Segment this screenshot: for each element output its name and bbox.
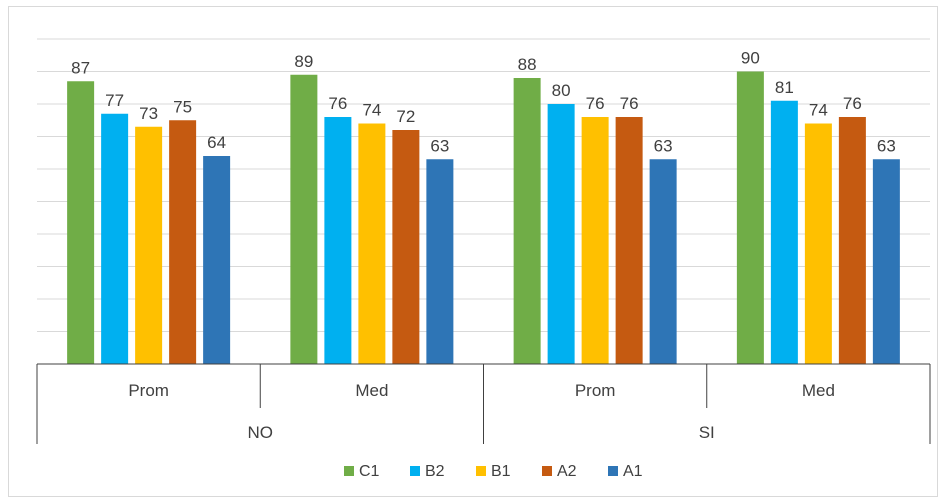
data-label-b2-4: 81 — [775, 78, 794, 97]
bar-a2-3 — [615, 117, 643, 364]
legend-label-b1: B1 — [491, 463, 511, 480]
data-label-a2-1: 75 — [173, 97, 192, 116]
group-label-no: NO — [248, 423, 274, 442]
bar-b2-4 — [770, 100, 798, 364]
legend-swatch-b2 — [410, 466, 420, 476]
data-label-b1-1: 73 — [139, 104, 158, 123]
bar-c1-2 — [290, 74, 318, 364]
bar-a1-3 — [649, 159, 677, 364]
data-label-a1-4: 63 — [877, 136, 896, 155]
group-label-si: SI — [699, 423, 715, 442]
category-label-4: Med — [802, 381, 835, 400]
bar-a1-1 — [203, 156, 231, 364]
data-label-c1-1: 87 — [71, 58, 90, 77]
bar-a1-4 — [872, 159, 900, 364]
bar-b1-2 — [358, 123, 386, 364]
data-label-a1-3: 63 — [654, 136, 673, 155]
bar-b1-1 — [135, 126, 163, 364]
data-label-a1-2: 63 — [430, 136, 449, 155]
category-label-3: Prom — [575, 381, 616, 400]
legend-label-a2: A2 — [557, 463, 577, 480]
legend-label-c1: C1 — [359, 463, 380, 480]
data-label-a2-3: 76 — [620, 94, 639, 113]
data-label-a2-4: 76 — [843, 94, 862, 113]
data-label-b1-2: 74 — [362, 101, 381, 120]
bar-a2-2 — [392, 130, 420, 364]
data-label-c1-2: 89 — [294, 52, 313, 71]
data-label-a1-1: 64 — [207, 133, 226, 152]
bar-b2-1 — [101, 113, 129, 364]
legend-swatch-a1 — [608, 466, 618, 476]
bar-c1-3 — [513, 78, 541, 364]
bar-c1-1 — [67, 81, 95, 364]
bar-a2-1 — [169, 120, 197, 364]
bar-b2-2 — [324, 117, 352, 364]
data-label-c1-4: 90 — [741, 49, 760, 68]
bar-a2-4 — [838, 117, 866, 364]
legend-swatch-b1 — [476, 466, 486, 476]
data-label-b2-2: 76 — [328, 94, 347, 113]
data-label-b1-4: 74 — [809, 101, 828, 120]
category-label-2: Med — [355, 381, 388, 400]
data-label-b2-1: 77 — [105, 91, 124, 110]
data-label-b1-3: 76 — [586, 94, 605, 113]
bar-c1-4 — [736, 71, 764, 364]
bar-b1-4 — [804, 123, 832, 364]
legend-swatch-a2 — [542, 466, 552, 476]
data-label-c1-3: 88 — [518, 55, 537, 74]
bar-b2-3 — [547, 104, 575, 364]
data-label-a2-2: 72 — [396, 107, 415, 126]
bar-a1-2 — [426, 159, 454, 364]
data-label-b2-3: 80 — [552, 81, 571, 100]
category-label-1: Prom — [128, 381, 169, 400]
legend-label-b2: B2 — [425, 463, 445, 480]
legend-label-a1: A1 — [623, 463, 643, 480]
bar-b1-3 — [581, 117, 609, 364]
legend-swatch-c1 — [344, 466, 354, 476]
